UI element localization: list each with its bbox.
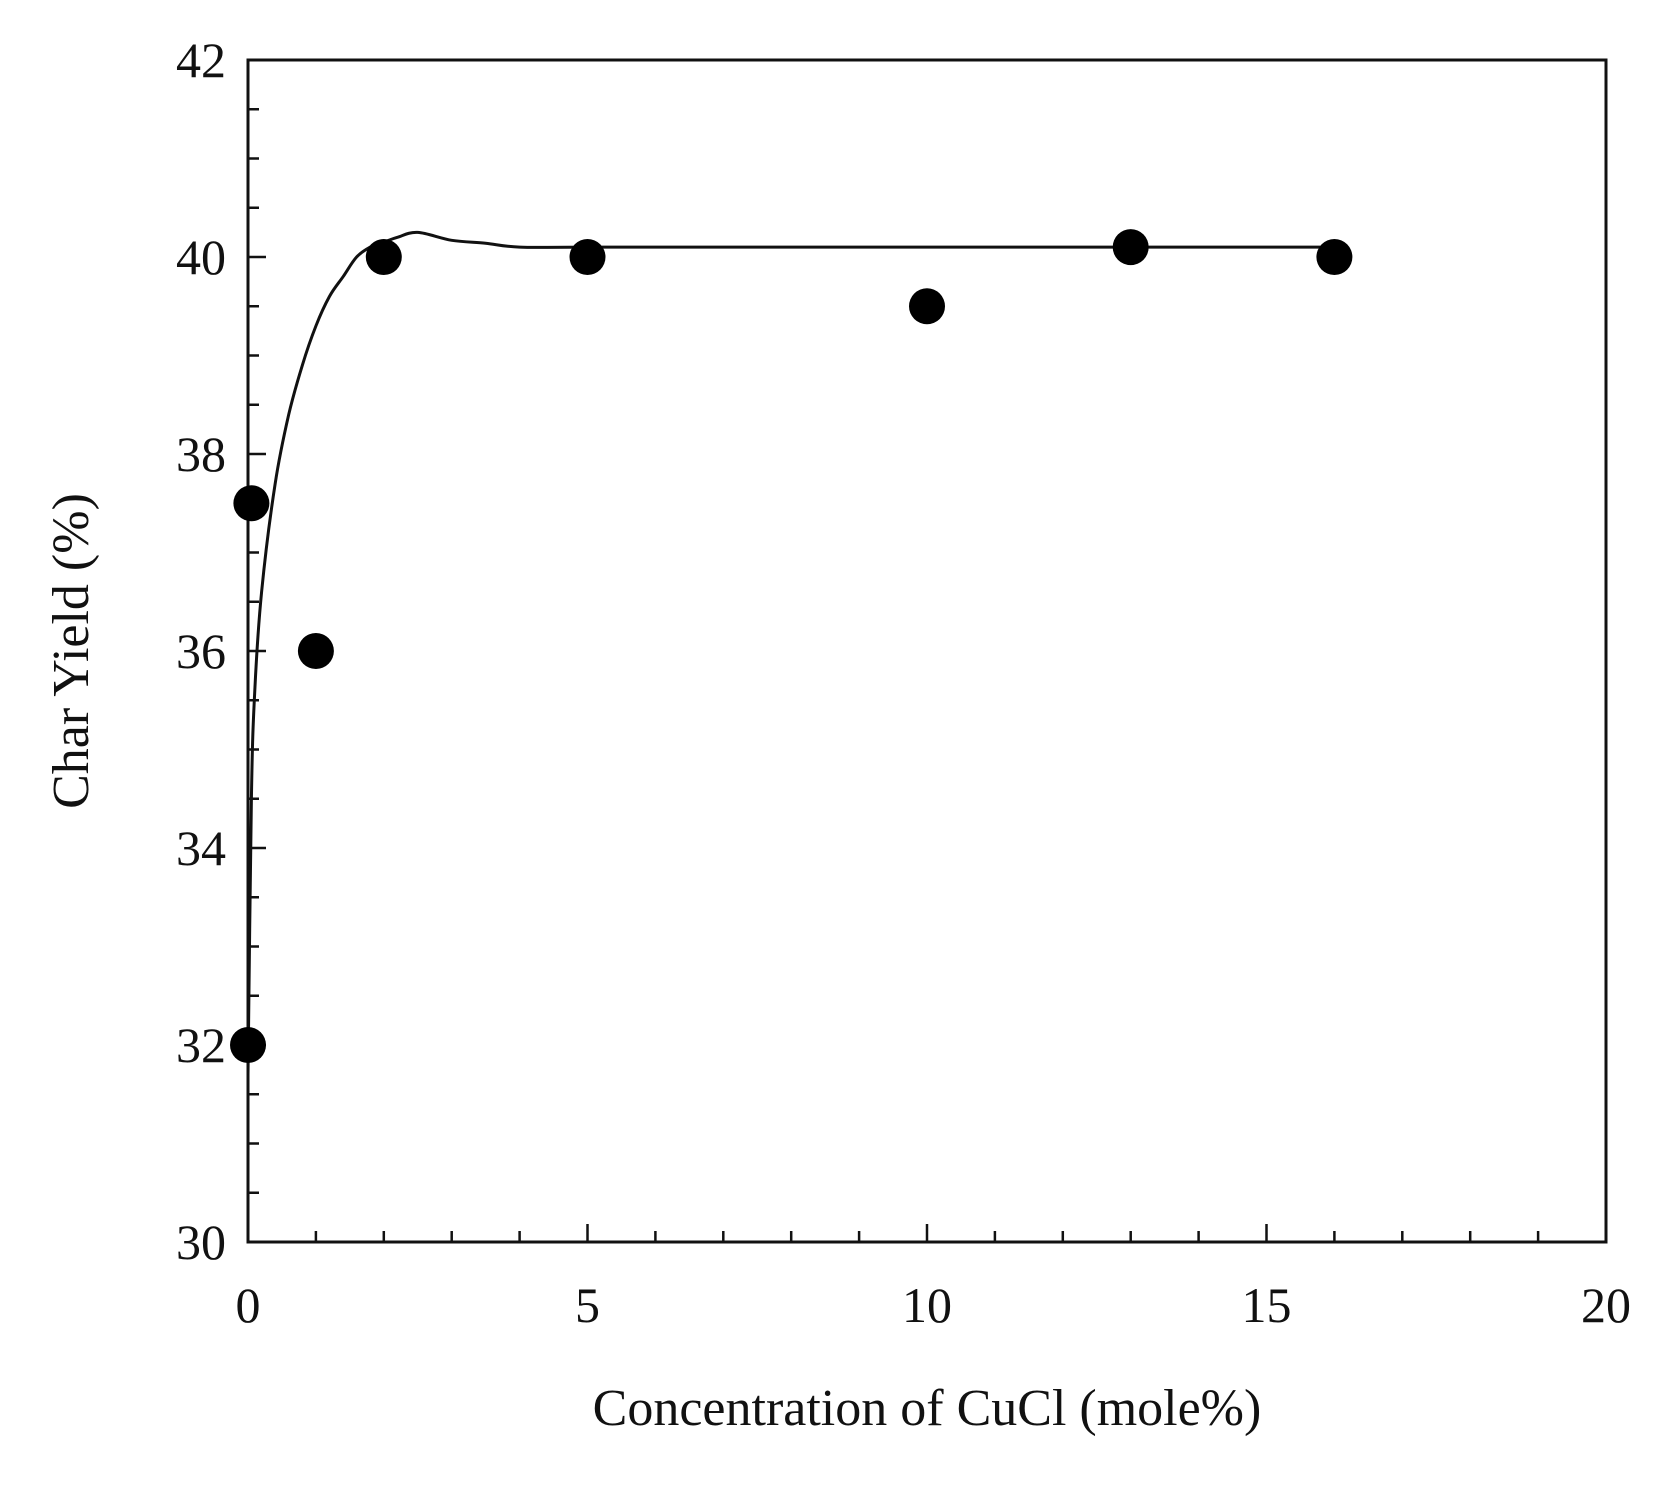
data-point	[365, 239, 402, 275]
x-axis-ticks	[246, 1224, 1608, 1242]
y-tick-label: 38	[176, 426, 226, 482]
data-point	[233, 485, 270, 522]
y-tick-label: 34	[176, 820, 226, 876]
x-tick-label: 15	[1242, 1277, 1292, 1333]
y-axis-tick-labels: 30 32 34 36 38 40 42	[176, 32, 226, 1270]
data-point	[569, 239, 606, 275]
data-points-layer	[230, 229, 1353, 1063]
x-axis-tick-labels: 0 5 10 15 20	[236, 1277, 1632, 1333]
data-point	[909, 288, 945, 325]
y-tick-label: 32	[176, 1017, 226, 1073]
y-tick-label: 40	[176, 229, 226, 285]
x-tick-label: 20	[1581, 1277, 1631, 1333]
y-tick-label: 30	[176, 1214, 226, 1270]
data-point	[230, 1027, 266, 1063]
x-tick-label: 0	[236, 1277, 261, 1333]
plot-frame	[246, 58, 1608, 1244]
x-axis-title: Concentration of CuCl (mole%)	[593, 1380, 1262, 1437]
fit-curve	[246, 230, 1335, 1075]
data-point	[297, 633, 334, 669]
y-tick-label: 36	[176, 623, 226, 679]
data-point	[1316, 239, 1353, 275]
x-tick-label: 10	[902, 1277, 952, 1333]
y-tick-label: 42	[176, 32, 226, 88]
data-point	[1112, 229, 1149, 266]
fit-curve-layer	[246, 230, 1335, 1075]
plot-area: 30 32 34 36 38 40 42 0 5 10 15 20	[176, 32, 1631, 1333]
y-axis-title: Char Yield (%)	[43, 493, 100, 809]
x-tick-label: 5	[575, 1277, 600, 1333]
